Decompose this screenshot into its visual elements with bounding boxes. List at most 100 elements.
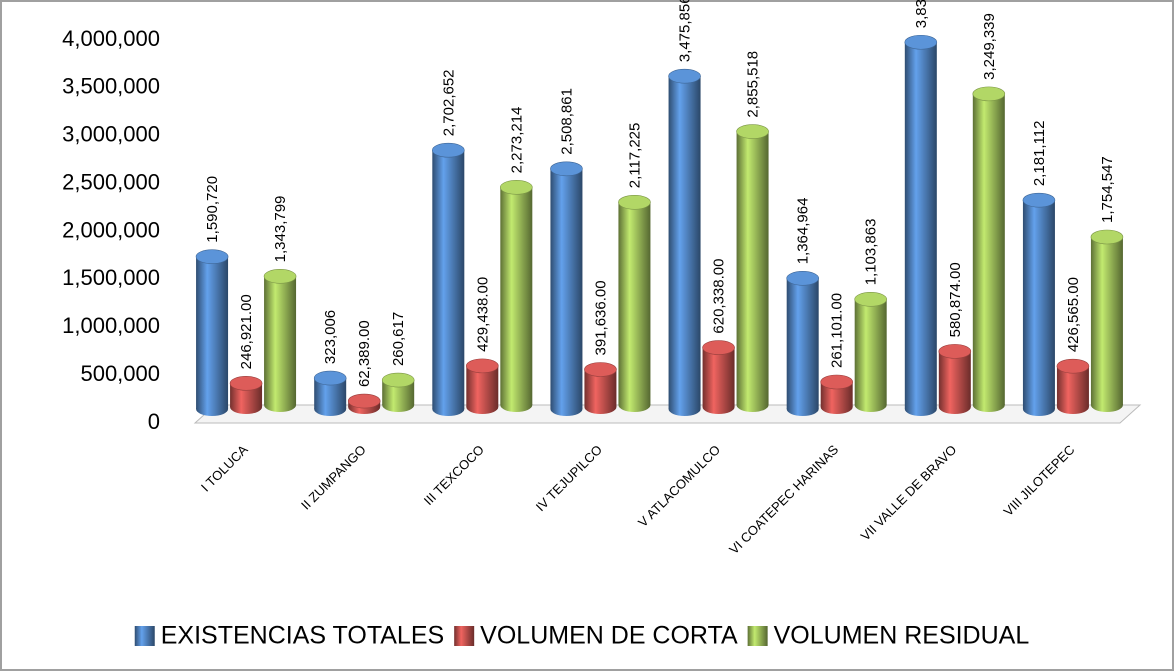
bar-top [550,161,583,177]
bar-bottom [1090,398,1123,412]
value-label: 261,101.00 [829,293,846,368]
value-label: 3,830,213 [913,0,930,28]
value-label: 2,855,518 [745,51,762,118]
bar [820,374,853,414]
bar-body [786,278,819,409]
bar-bottom [230,400,263,414]
bar-bottom [820,400,853,414]
bar [618,194,651,412]
bar [347,393,381,414]
bar-bottom [314,402,347,416]
bar [550,161,583,416]
value-label: 62,389.00 [356,320,373,387]
value-label: 429,438.00 [474,277,491,352]
bar-top [1090,229,1124,245]
bar-bottom [736,398,769,412]
legend-swatch [454,626,475,646]
bar [229,376,263,414]
bar-body [938,351,971,407]
bar [263,269,297,412]
bar [702,340,735,414]
bar-top [584,362,617,377]
value-label: 2,181,112 [1031,121,1048,187]
bar-top [313,370,347,386]
bar-bottom [466,400,499,414]
value-label: 2,508,861 [558,88,575,155]
y-tick-label: 3,500,000 [62,74,160,99]
bar-top [381,372,415,388]
bar-top [466,358,499,374]
bar-top [938,344,972,359]
bar-bottom [196,402,229,416]
value-label: 1,343,799 [272,196,289,263]
bar [195,249,229,416]
bar [938,344,972,414]
bar [904,34,938,416]
bar [584,362,617,414]
value-label: 580,874.00 [947,262,964,337]
value-label: 1,590,720 [204,176,221,243]
bar-bottom [1056,400,1089,414]
bar [313,370,347,416]
bar-bottom [432,402,465,416]
y-tick-label: 500,000 [80,361,160,386]
bar-top [972,86,1006,102]
value-label: 1,754,547 [1099,156,1116,223]
value-label: 1,364,964 [795,198,812,265]
bar-body [668,76,701,409]
bar [500,180,533,412]
bar [381,372,415,412]
bar-top [432,142,465,158]
value-label: 3,475,856 [677,0,694,62]
y-tick-label: 0 [148,409,160,434]
y-tick-label: 1,000,000 [62,313,160,338]
y-tick-label: 4,000,000 [62,26,160,51]
bar-body [972,93,1005,405]
bar-top [618,194,651,210]
value-label: 3,249,339 [981,13,998,80]
value-label: 246,921.00 [238,294,255,369]
bar-bottom [550,402,583,416]
y-tick-label: 2,000,000 [62,217,160,242]
bar-top [1022,192,1056,208]
bar-top [229,376,263,391]
bar-body [736,131,769,405]
bar-top [347,393,381,409]
value-label: 2,702,652 [440,69,457,136]
bar-bottom [702,400,735,414]
value-label: 2,273,214 [508,107,525,174]
bar-top [500,180,533,195]
bar-body [904,42,937,409]
bar-bottom [786,402,819,416]
value-label: 620,338.00 [711,259,728,334]
bar-top [854,292,887,307]
bar [1090,229,1124,412]
bar [972,86,1006,412]
y-tick-label: 2,500,000 [62,169,160,194]
bar-bottom [972,398,1005,412]
bar [854,292,887,412]
legend-swatch [747,626,768,646]
value-label: 391,636.00 [592,280,609,355]
bar-body [618,202,651,405]
bar-bottom [382,398,415,412]
bar [1056,358,1090,414]
legend-swatch [134,626,155,646]
bar-bottom [618,398,651,412]
bar [736,124,769,412]
bar-body [500,187,533,405]
legend: EXISTENCIAS TOTALES VOLUMEN DE CORTA VOLUM… [134,622,1030,650]
bar [786,271,819,416]
bar-body [854,299,887,405]
bar-body [550,168,583,409]
bar-body [702,347,735,407]
value-label: 1,103,863 [863,219,880,286]
bar-bottom [854,398,887,412]
bar-top [668,68,701,84]
bar-top [786,271,819,286]
value-label: 426,565.00 [1065,277,1082,352]
bar-top [263,269,297,284]
legend-label: VOLUMEN RESIDUAL [774,622,1030,650]
value-label: 323,006 [322,310,339,364]
